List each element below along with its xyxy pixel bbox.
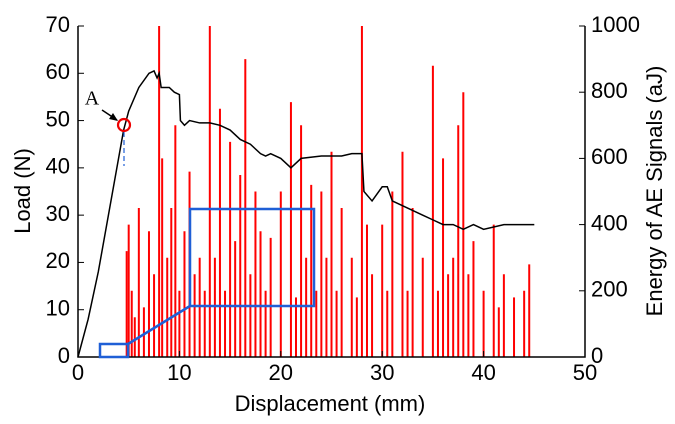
load-line <box>77 69 535 358</box>
x-tick-label: 20 <box>269 360 293 385</box>
y-tick-label: 10 <box>46 296 70 321</box>
y2-tick-label: 1000 <box>591 12 640 37</box>
x-tick-label: 10 <box>167 360 191 385</box>
zoom-connector <box>127 304 191 346</box>
y2-axis-label: Energy of AE Signals (aJ) <box>642 66 667 317</box>
x-axis-label: Displacement (mm) <box>235 391 426 416</box>
y-tick-label: 60 <box>46 59 70 84</box>
x-tick-label: 50 <box>573 360 597 385</box>
x-tick-label: 30 <box>370 360 394 385</box>
axis-frame <box>77 26 586 358</box>
y-axis-label: Load (N) <box>10 148 35 234</box>
plot-area <box>77 26 535 358</box>
zoom-source-box <box>98 342 130 359</box>
point-a-marker <box>116 117 132 133</box>
y-tick-label: 20 <box>46 248 70 273</box>
y-tick-label: 30 <box>46 201 70 226</box>
annotation: A <box>85 88 100 110</box>
y-tick-label: 50 <box>46 106 70 131</box>
y2-tick-label: 800 <box>591 78 628 103</box>
y-tick-label: 0 <box>58 343 70 368</box>
x-tick-label: 0 <box>72 360 84 385</box>
zoom-inset-box <box>188 207 316 308</box>
y2-tick-label: 600 <box>591 144 628 169</box>
y-tick-label: 70 <box>46 12 70 37</box>
y2-tick-label: 0 <box>591 343 603 368</box>
y2-tick-label: 200 <box>591 277 628 302</box>
x-tick-label: 40 <box>471 360 495 385</box>
arrow-head <box>109 113 118 121</box>
y-tick-label: 40 <box>46 154 70 179</box>
y2-tick-label: 400 <box>591 210 628 235</box>
